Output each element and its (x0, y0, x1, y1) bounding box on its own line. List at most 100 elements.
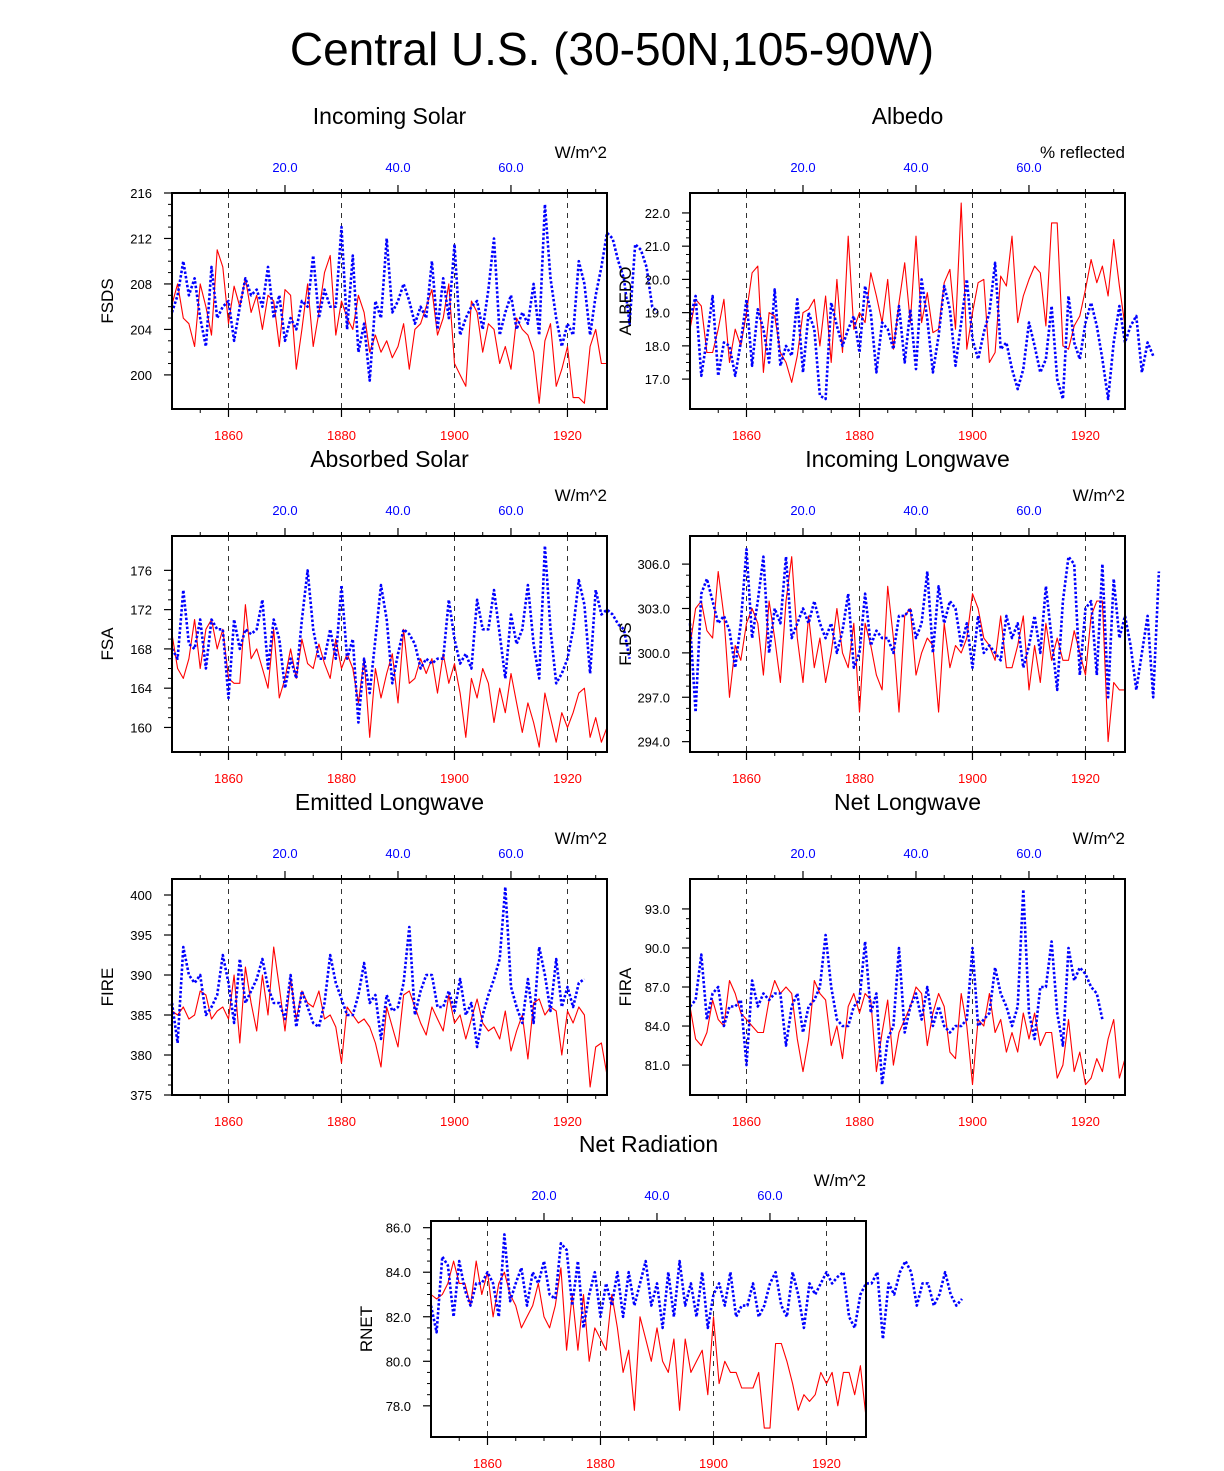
y-tick-label: 395 (130, 928, 152, 943)
x-tick-label: 1860 (214, 428, 243, 443)
units-label: W/m^2 (1073, 829, 1125, 848)
plot-frame (171, 878, 608, 1096)
x-tick-label: 1880 (845, 428, 874, 443)
chart-title: Net Radiation (579, 1131, 718, 1157)
x-tick-label: 1920 (553, 1114, 582, 1129)
y-tick-label: 164 (130, 681, 152, 696)
y-tick-label: 204 (130, 322, 152, 337)
x-tick-label: 1880 (845, 1114, 874, 1129)
y-axis-label: FLDS (616, 622, 635, 665)
y-tick-label: 86.0 (386, 1221, 411, 1236)
units-label: W/m^2 (1073, 486, 1125, 505)
page-title: Central U.S. (30-50N,105-90W) (289, 23, 935, 75)
top-tick-label: 20.0 (272, 846, 297, 861)
x-tick-label: 1860 (214, 771, 243, 786)
x-tick-label: 1900 (958, 428, 987, 443)
series-blue-line (429, 1233, 963, 1341)
chart-panel-3: Absorbed Solar W/m^2 FSA 1860 1880 1900 1920 20… (98, 446, 631, 786)
x-tick-label: 1880 (845, 771, 874, 786)
chart-title: Emitted Longwave (295, 789, 484, 815)
x-tick-label: 1920 (1071, 1114, 1100, 1129)
plot-frame (171, 535, 608, 753)
top-tick-label: 20.0 (790, 846, 815, 861)
chart-panel-5: Emitted Longwave W/m^2 FIRE 1860 1880 1900 192… (98, 789, 608, 1129)
chart-title: Incoming Solar (313, 103, 467, 129)
units-label: % reflected (1040, 143, 1125, 162)
x-tick-label: 1880 (327, 1114, 356, 1129)
y-tick-label: 300.0 (637, 646, 670, 661)
top-tick-label: 60.0 (1016, 160, 1041, 175)
top-tick-label: 40.0 (903, 160, 928, 175)
top-tick-label: 60.0 (498, 160, 523, 175)
y-tick-label: 172 (130, 603, 152, 618)
y-tick-label: 90.0 (645, 941, 670, 956)
top-tick-label: 60.0 (498, 846, 523, 861)
series-red-line (689, 556, 1125, 743)
y-tick-label: 176 (130, 563, 152, 578)
y-tick-label: 80.0 (386, 1354, 411, 1369)
y-tick-label: 20.0 (645, 272, 670, 287)
y-axis-label: FIRA (616, 967, 635, 1006)
top-tick-label: 20.0 (272, 503, 297, 518)
y-tick-label: 385 (130, 1008, 152, 1023)
x-tick-label: 1860 (732, 1114, 761, 1129)
series-red-line (171, 946, 608, 1088)
top-tick-label: 40.0 (903, 846, 928, 861)
top-tick-label: 40.0 (385, 160, 410, 175)
y-tick-label: 212 (130, 231, 152, 246)
chart-title: Net Longwave (834, 789, 981, 815)
y-tick-label: 400 (130, 888, 152, 903)
series-red-line (689, 979, 1126, 1086)
series-red-line (430, 1260, 867, 1429)
chart-panel-4: Incoming Longwave W/m^2 FLDS 1860 1880 1900 19… (616, 446, 1161, 786)
y-axis-label: FSA (98, 627, 117, 661)
y-tick-label: 81.0 (645, 1058, 670, 1073)
chart-title: Incoming Longwave (805, 446, 1010, 472)
y-tick-label: 84.0 (645, 1019, 670, 1034)
units-label: W/m^2 (814, 1171, 866, 1190)
plot-frame (430, 1220, 867, 1438)
top-tick-label: 60.0 (1016, 503, 1041, 518)
top-tick-label: 40.0 (385, 503, 410, 518)
y-tick-label: 21.0 (645, 239, 670, 254)
y-tick-label: 168 (130, 642, 152, 657)
series-red-line (171, 604, 608, 748)
plot-frame (689, 878, 1126, 1096)
chart-panel-6: Net Longwave W/m^2 FIRA 1860 1880 1900 1920 20.… (616, 789, 1126, 1129)
y-tick-label: 390 (130, 968, 152, 983)
y-axis-label: ALBEDO (616, 267, 635, 336)
series-blue-line (689, 888, 1104, 1086)
y-tick-label: 380 (130, 1048, 152, 1063)
chart-title: Absorbed Solar (310, 446, 469, 472)
top-tick-label: 60.0 (498, 503, 523, 518)
x-tick-label: 1900 (958, 1114, 987, 1129)
x-tick-label: 1900 (440, 428, 469, 443)
y-tick-label: 160 (130, 720, 152, 735)
x-tick-label: 1920 (553, 428, 582, 443)
y-tick-label: 18.0 (645, 339, 670, 354)
top-tick-label: 60.0 (757, 1188, 782, 1203)
chart-title: Albedo (872, 103, 944, 129)
y-tick-label: 78.0 (386, 1399, 411, 1414)
chart-panel-1: Incoming Solar W/m^2 FSDS 1860 1880 1900 1920 2… (98, 103, 659, 443)
y-tick-label: 294.0 (637, 735, 670, 750)
series-blue-line (688, 547, 1161, 714)
x-tick-label: 1920 (1071, 771, 1100, 786)
top-tick-label: 20.0 (531, 1188, 556, 1203)
chart-panel-2: Albedo % reflected ALBEDO 1860 1880 1900 1920 2… (616, 103, 1155, 443)
y-tick-label: 84.0 (386, 1265, 411, 1280)
plot-frame (171, 192, 608, 410)
x-tick-label: 1900 (440, 1114, 469, 1129)
units-label: W/m^2 (555, 143, 607, 162)
series-blue-line (170, 885, 586, 1049)
x-tick-label: 1880 (586, 1456, 615, 1471)
x-tick-label: 1860 (732, 428, 761, 443)
top-tick-label: 40.0 (385, 846, 410, 861)
x-tick-label: 1880 (327, 771, 356, 786)
units-label: W/m^2 (555, 829, 607, 848)
y-tick-label: 306.0 (637, 557, 670, 572)
top-tick-label: 60.0 (1016, 846, 1041, 861)
y-tick-label: 22.0 (645, 206, 670, 221)
y-axis-label: FIRE (98, 968, 117, 1007)
